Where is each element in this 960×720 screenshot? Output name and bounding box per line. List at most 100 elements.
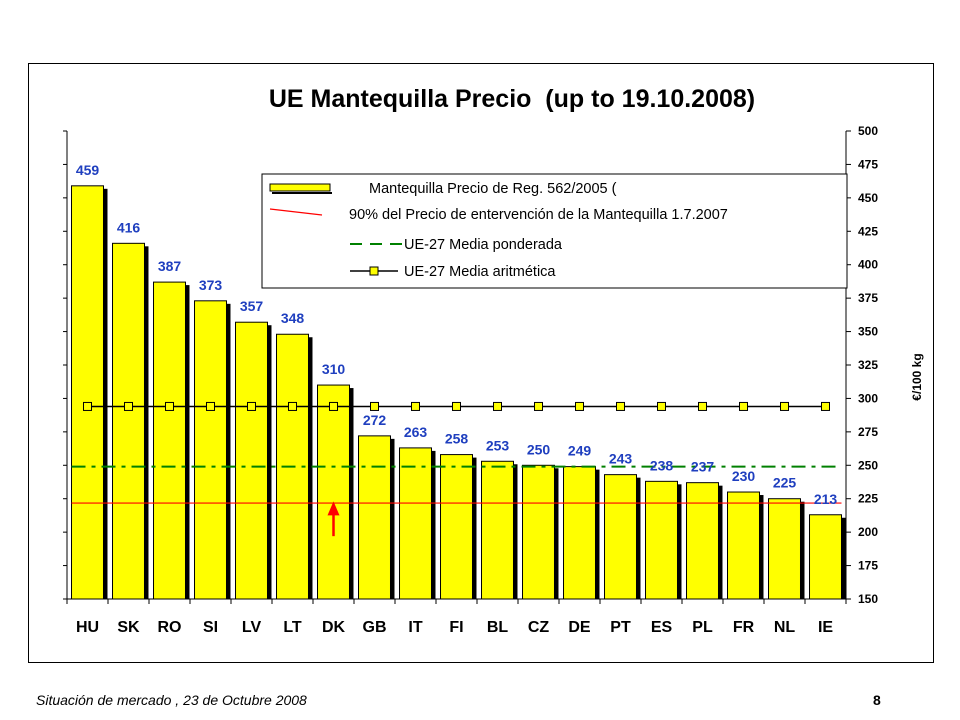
- arithmetic-average-marker: [780, 401, 789, 411]
- bar: [809, 514, 842, 600]
- y-tick-label: 200: [858, 525, 878, 539]
- data-label: 263: [404, 424, 428, 440]
- bar: [727, 491, 760, 600]
- legend-label: UE-27 Media aritmética: [404, 264, 556, 280]
- chart-frame: [28, 63, 934, 663]
- x-tick-label: LT: [283, 619, 302, 636]
- data-label: 357: [240, 298, 264, 314]
- arithmetic-average-marker: [493, 401, 502, 411]
- y-tick-label: 425: [858, 224, 878, 238]
- legend-label: 90% del Precio de entervención de la Man…: [349, 207, 728, 223]
- x-tick-label: DK: [322, 619, 346, 636]
- bar: [686, 482, 719, 600]
- arithmetic-average-marker: [83, 401, 92, 411]
- x-tick-label: ES: [651, 619, 673, 636]
- x-tick-label: FI: [449, 619, 463, 636]
- x-tick-label: SK: [117, 619, 140, 636]
- data-label: 243: [609, 451, 633, 467]
- arithmetic-average-marker: [575, 401, 584, 411]
- arithmetic-average-marker: [657, 401, 666, 411]
- bar: [358, 435, 391, 600]
- bar: [768, 498, 801, 600]
- arithmetic-average-marker: [329, 401, 338, 411]
- arithmetic-average-marker: [616, 401, 625, 411]
- arithmetic-average-marker: [247, 401, 256, 411]
- bar: [235, 321, 268, 600]
- y-tick-label: 500: [858, 124, 878, 138]
- data-label: 348: [281, 310, 305, 326]
- y-tick-label: 175: [858, 559, 878, 573]
- data-label: 249: [568, 443, 592, 459]
- data-label: 416: [117, 219, 141, 235]
- arithmetic-average-marker: [452, 401, 461, 411]
- arithmetic-average-marker: [165, 401, 174, 411]
- bar: [604, 474, 637, 600]
- legend-box: [261, 173, 848, 289]
- annotation-arrow-head: [327, 501, 340, 516]
- y-tick-label: 225: [858, 492, 878, 506]
- arithmetic-average-marker: [739, 401, 748, 411]
- bar: [481, 460, 514, 600]
- x-tick-label: BL: [487, 619, 509, 636]
- data-label: 230: [732, 468, 756, 484]
- data-label: 387: [158, 258, 182, 274]
- arithmetic-average-marker: [534, 401, 543, 411]
- bar: [522, 464, 555, 600]
- data-label: 272: [363, 412, 387, 428]
- bar: [645, 480, 678, 600]
- legend: Mantequilla Precio de Reg. 562/2005 ( 90%…: [261, 173, 848, 289]
- x-tick-label: FR: [733, 619, 755, 636]
- y-tick-label: 375: [858, 291, 878, 305]
- y-tick-label: 300: [858, 391, 878, 405]
- x-tick-label: RO: [158, 619, 182, 636]
- chart-title: UE Mantequilla Precio (up to 19.10.2008): [269, 85, 755, 113]
- y-tick-label: 450: [858, 191, 878, 205]
- bar: [563, 466, 596, 600]
- data-label: 310: [322, 361, 346, 377]
- data-label: 459: [76, 162, 100, 178]
- data-label: 373: [199, 277, 223, 293]
- y-tick-label: 325: [858, 358, 878, 372]
- arithmetic-average-marker: [370, 401, 379, 411]
- x-tick-label: LV: [242, 619, 262, 636]
- legend-label: UE-27 Media ponderada: [404, 237, 563, 253]
- x-tick-label: IT: [408, 619, 422, 636]
- arithmetic-average-marker: [698, 401, 707, 411]
- data-label: 238: [650, 457, 674, 473]
- arithmetic-average-marker: [288, 401, 297, 411]
- x-tick-label: PT: [610, 619, 631, 636]
- x-tick-label: IE: [818, 619, 833, 636]
- legend-swatch-marker: [369, 266, 379, 276]
- y-tick-label: 350: [858, 325, 878, 339]
- x-tick-label: CZ: [528, 619, 550, 636]
- legend-swatch-line: [269, 208, 323, 216]
- y-tick-label: 250: [858, 458, 878, 472]
- arithmetic-average-marker: [821, 401, 830, 411]
- x-tick-label: GB: [363, 619, 387, 636]
- x-tick-label: DE: [568, 619, 591, 636]
- bar: [440, 454, 473, 600]
- bar: [71, 185, 104, 600]
- bar: [112, 242, 145, 600]
- data-label: 253: [486, 437, 510, 453]
- arithmetic-average-marker: [124, 401, 133, 411]
- bar: [399, 447, 432, 600]
- bar: [153, 281, 186, 600]
- plot-area: 150 175 200 225 250 275 300 325 350 375 400 425 450 4…: [63, 124, 878, 636]
- bar: [317, 384, 350, 600]
- legend-label: Mantequilla Precio de Reg. 562/2005 (: [369, 181, 617, 197]
- y-tick-label: 400: [858, 258, 878, 272]
- x-tick-label: NL: [774, 619, 796, 636]
- legend-swatch-bar: [269, 183, 331, 192]
- bar: [194, 300, 227, 600]
- x-tick-label: PL: [692, 619, 713, 636]
- page-number: 8: [873, 692, 881, 708]
- x-tick-label: SI: [203, 619, 218, 636]
- y-axis-label: €/100 kg: [910, 353, 924, 400]
- x-tick-label: HU: [76, 619, 99, 636]
- footer-source: Situación de mercado , 23 de Octubre 200…: [36, 692, 307, 708]
- data-label: 225: [773, 475, 797, 491]
- arithmetic-average-marker: [206, 401, 215, 411]
- data-label: 237: [691, 459, 715, 475]
